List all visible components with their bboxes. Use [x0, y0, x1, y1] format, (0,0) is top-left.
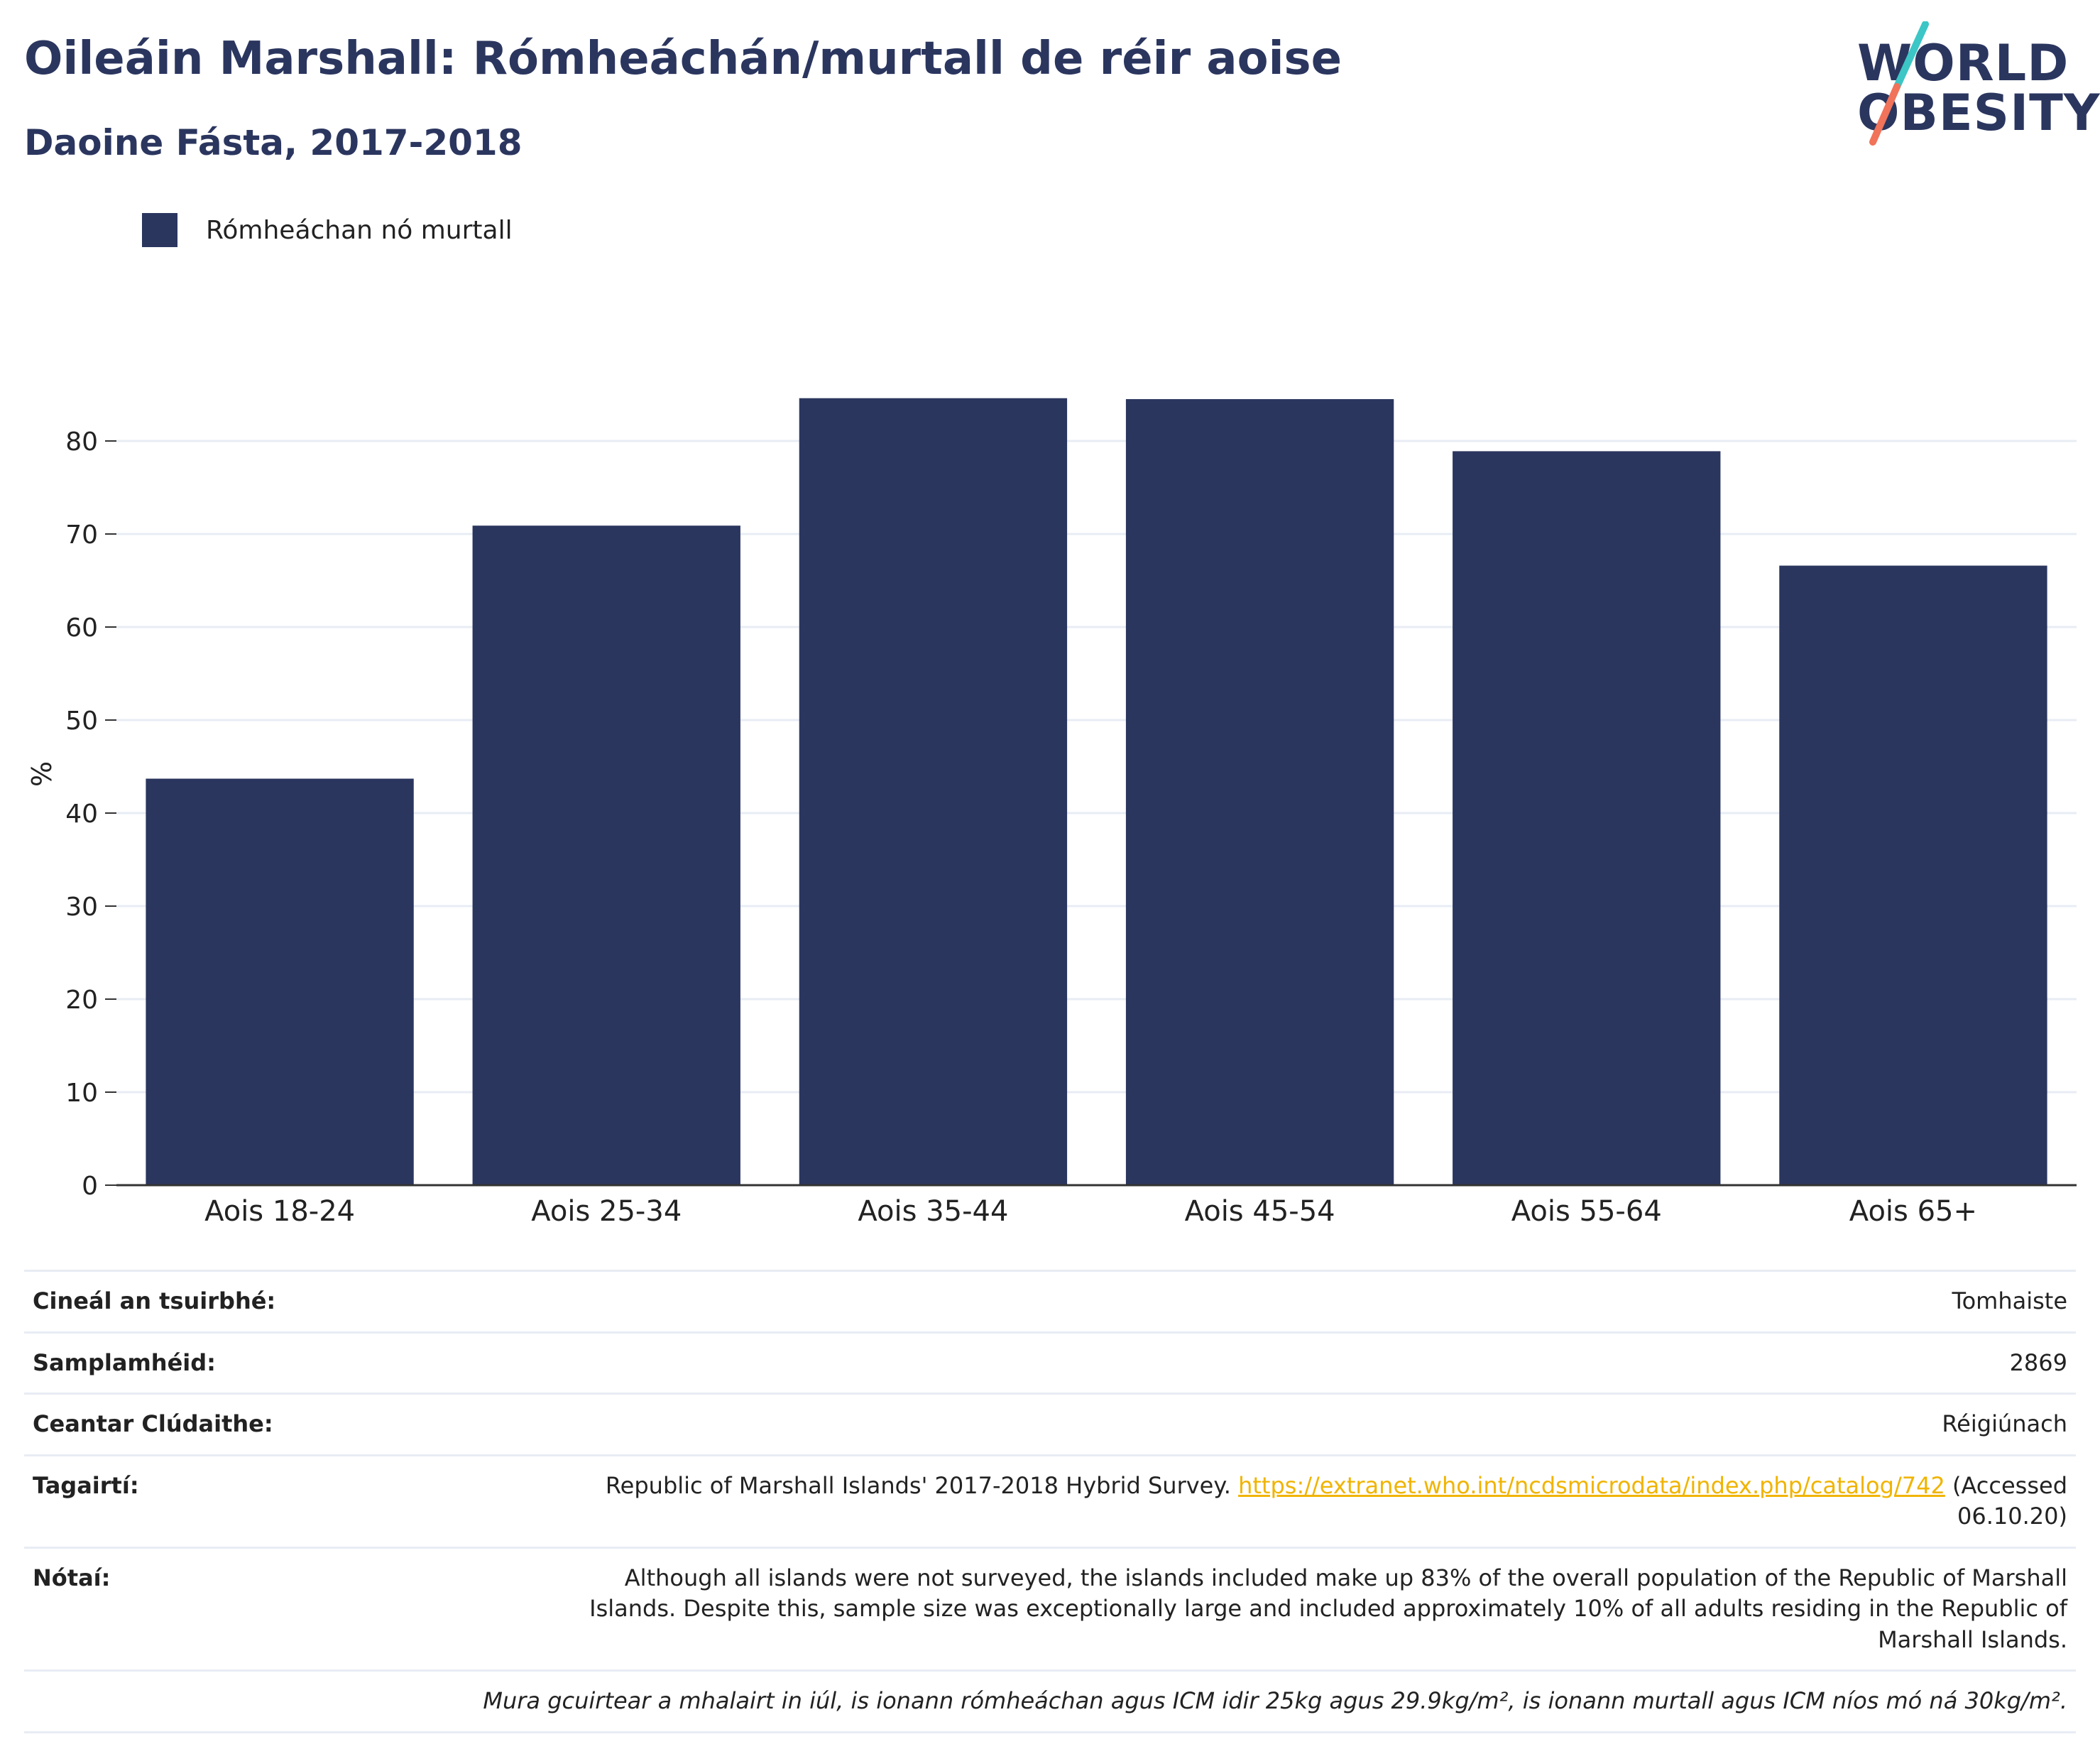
x-category-label: Aois 65+	[1849, 1195, 1977, 1228]
area-value: Réigiúnach	[538, 1393, 2076, 1456]
legend-label: Rómheáchan nó murtall	[206, 215, 513, 245]
info-table: Cineál an tsuirbhé: Tomhaiste Samplamhéi…	[24, 1270, 2076, 1733]
references-prefix: Republic of Marshall Islands' 2017-2018 …	[605, 1471, 1239, 1499]
references-label: Tagairtí:	[24, 1454, 538, 1548]
info-row-notes: Nótaí: Although all islands were not sur…	[24, 1546, 2076, 1671]
x-category-label: Aois 25-34	[531, 1195, 682, 1228]
chart-legend[interactable]: Rómheáchan nó murtall	[142, 210, 513, 250]
survey-type-label: Cineál an tsuirbhé:	[24, 1270, 538, 1333]
x-category-label: Aois 55-64	[1511, 1195, 1662, 1228]
survey-type-value: Tomhaiste	[538, 1270, 2076, 1333]
chart-subtitle: Daoine Fásta, 2017-2018	[24, 122, 523, 163]
world-obesity-logo[interactable]: WORLD OBESITY	[1846, 21, 2100, 149]
y-tick-label: 40	[65, 800, 98, 829]
notes-label: Nótaí:	[24, 1546, 538, 1671]
bar	[1779, 565, 2047, 1185]
bar	[146, 778, 414, 1185]
info-row-references: Tagairtí: Republic of Marshall Islands' …	[24, 1454, 2076, 1548]
bar	[1453, 451, 1721, 1186]
y-tick-label: 20	[65, 986, 98, 1015]
x-category-label: Aois 18-24	[204, 1195, 355, 1228]
bar	[1125, 399, 1394, 1185]
y-tick-label: 10	[65, 1079, 98, 1108]
sample-size-value: 2869	[538, 1331, 2076, 1394]
y-tick-label: 0	[82, 1172, 98, 1201]
area-label: Ceantar Clúdaithe:	[24, 1393, 538, 1456]
references-value: Republic of Marshall Islands' 2017-2018 …	[538, 1454, 2076, 1548]
info-row-area: Ceantar Clúdaithe: Réigiúnach	[24, 1393, 2076, 1456]
notes-value: Although all islands were not surveyed, …	[538, 1546, 2076, 1671]
bar-chart: 0 10 20 30 40 50 60 70 80% Aois 18-24 Aois 25-34 Ao…	[26, 398, 2077, 1228]
bar	[799, 398, 1068, 1185]
sample-size-label: Samplamhéid:	[24, 1331, 538, 1394]
info-row-footnote: Mura gcuirtear a mhalairt in iúl, is ion…	[24, 1669, 2076, 1733]
logo-slash-icon	[1869, 21, 1929, 146]
logo-line-1: WORLD	[1857, 34, 2069, 92]
info-row-survey-type: Cineál an tsuirbhé: Tomhaiste	[24, 1270, 2076, 1333]
y-tick-label: 30	[65, 893, 98, 922]
references-link[interactable]: https://extranet.who.int/ncdsmicrodata/i…	[1238, 1471, 1945, 1499]
legend-swatch	[142, 213, 177, 247]
bar	[472, 525, 740, 1185]
x-category-label: Aois 35-44	[858, 1195, 1008, 1228]
y-axis-title: %	[26, 761, 58, 787]
chart-title: Oileáin Marshall: Rómheáchán/murtall de …	[24, 33, 1342, 85]
footnote: Mura gcuirtear a mhalairt in iúl, is ion…	[24, 1669, 2076, 1733]
y-tick-label: 70	[65, 521, 98, 550]
y-tick-label: 50	[65, 707, 98, 736]
x-category-label: Aois 45-54	[1185, 1195, 1335, 1228]
y-tick-label: 60	[65, 614, 98, 643]
y-tick-label: 80	[65, 427, 98, 457]
info-row-sample-size: Samplamhéid: 2869	[24, 1331, 2076, 1394]
references-suffix: (Accessed 06.10.20)	[1945, 1471, 2067, 1530]
